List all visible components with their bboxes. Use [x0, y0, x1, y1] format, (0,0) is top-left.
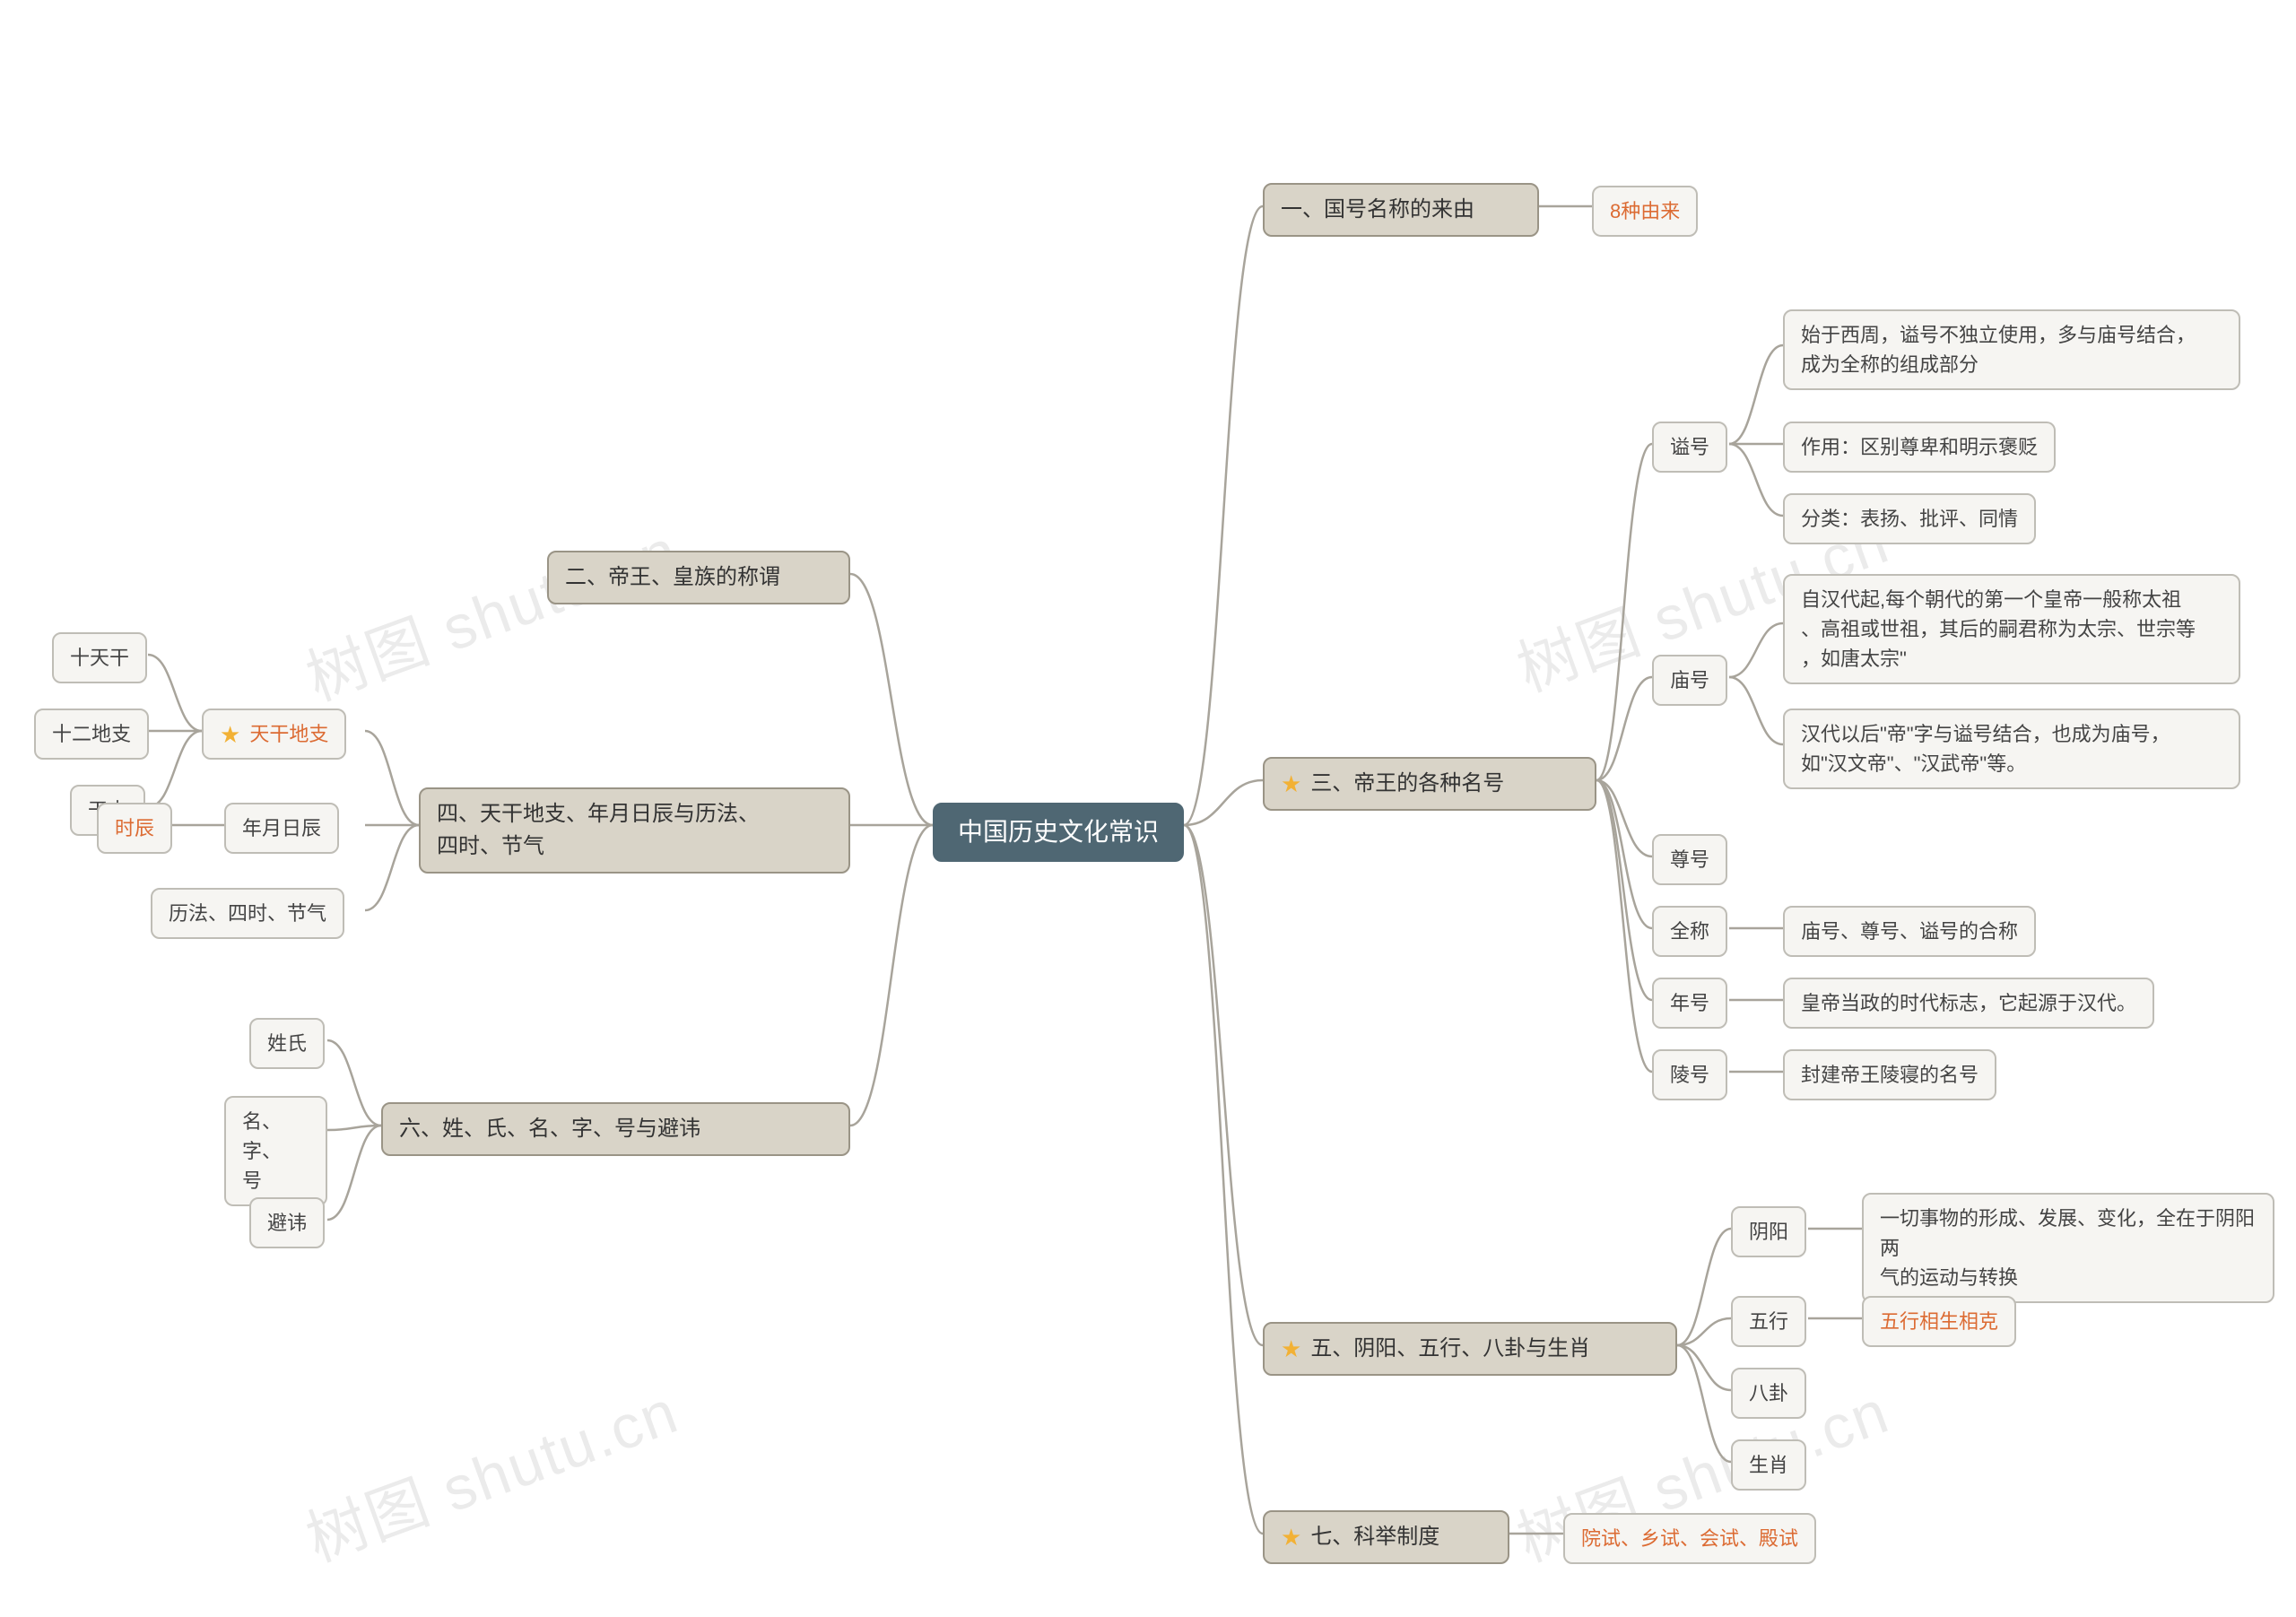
- text: 自汉代起,每个朝代的第一个皇帝一般称太祖 、高祖或世祖，其后的嗣君称为太宗、世宗…: [1801, 585, 2196, 674]
- root-node: 中国历史文化常识: [933, 803, 1184, 862]
- shihao-label: 谥号: [1670, 432, 1709, 462]
- nyrc-label: 年月日辰: [242, 813, 321, 843]
- n6-label: 六、姓、氏、名、字、号与避讳: [399, 1113, 700, 1145]
- text: 一切事物的形成、发展、变化，全在于阴阳两 气的运动与转换: [1880, 1204, 2257, 1292]
- node-tgdz-item0: 十天干: [52, 632, 147, 683]
- star-icon: ★: [220, 723, 240, 746]
- node-shengxiao: 生肖: [1731, 1439, 1806, 1491]
- yinyang-label: 阴阳: [1749, 1217, 1788, 1247]
- node-n6-child0: 姓氏: [249, 1018, 325, 1069]
- node-n7-child: 院试、乡试、会试、殿试: [1563, 1513, 1816, 1564]
- node-n5: ★ 五、阴阳、五行、八卦与生肖: [1263, 1322, 1677, 1376]
- text: 十二地支: [52, 719, 131, 749]
- node-shihao-item2: 分类：表扬、批评、同情: [1783, 493, 2036, 544]
- node-miaohao: 庙号: [1652, 655, 1727, 706]
- node-shihao: 谥号: [1652, 422, 1727, 473]
- text: 五行相生相克: [1880, 1307, 1998, 1336]
- node-n1: 一、国号名称的来由: [1263, 183, 1539, 237]
- node-miaohao-item0: 自汉代起,每个朝代的第一个皇帝一般称太祖 、高祖或世祖，其后的嗣君称为太宗、世宗…: [1783, 574, 2240, 684]
- zunhao-label: 尊号: [1670, 845, 1709, 874]
- node-zunhao: 尊号: [1652, 834, 1727, 885]
- node-yinyang-item: 一切事物的形成、发展、变化，全在于阴阳两 气的运动与转换: [1862, 1193, 2274, 1303]
- star-icon: ★: [1281, 1526, 1301, 1549]
- root-label: 中国历史文化常识: [958, 813, 1159, 851]
- text: 封建帝王陵寝的名号: [1801, 1060, 1979, 1090]
- node-quancheng-item: 庙号、尊号、谥号的合称: [1783, 906, 2036, 957]
- text: 汉代以后"帝"字与谥号结合，也成为庙号， 如"汉文帝"、"汉武帝"等。: [1801, 719, 2170, 778]
- n2-label: 二、帝王、皇族的称谓: [565, 561, 780, 594]
- bagua-label: 八卦: [1749, 1378, 1788, 1408]
- n5-label: 五、阴阳、五行、八卦与生肖: [1310, 1333, 1590, 1365]
- node-n3: ★ 三、帝王的各种名号: [1263, 757, 1596, 811]
- text: 避讳: [267, 1208, 307, 1238]
- watermark: 树图 shutu.cn: [292, 1362, 689, 1578]
- linghao-label: 陵号: [1670, 1060, 1709, 1090]
- nianhao-label: 年号: [1670, 988, 1709, 1018]
- node-tgdz: ★ 天干地支: [202, 709, 346, 760]
- lf-label: 历法、四时、节气: [169, 899, 326, 928]
- text: 十天干: [70, 643, 129, 673]
- node-lf: 历法、四时、节气: [151, 888, 344, 939]
- miaohao-label: 庙号: [1670, 665, 1709, 695]
- node-n4: 四、天干地支、年月日辰与历法、 四时、节气: [419, 787, 850, 874]
- quancheng-label: 全称: [1670, 917, 1709, 946]
- node-wuxing-item: 五行相生相克: [1862, 1296, 2016, 1347]
- star-icon: ★: [1281, 1337, 1301, 1361]
- node-miaohao-item1: 汉代以后"帝"字与谥号结合，也成为庙号， 如"汉文帝"、"汉武帝"等。: [1783, 709, 2240, 789]
- node-yinyang: 阴阳: [1731, 1206, 1806, 1257]
- node-wuxing: 五行: [1731, 1296, 1806, 1347]
- node-shihao-item1: 作用：区别尊卑和明示褒贬: [1783, 422, 2056, 473]
- n1-label: 一、国号名称的来由: [1281, 194, 1474, 226]
- n1-child-label: 8种由来: [1610, 196, 1680, 226]
- node-shihao-item0: 始于西周，谥号不独立使用，多与庙号结合， 成为全称的组成部分: [1783, 309, 2240, 390]
- node-n2: 二、帝王、皇族的称谓: [547, 551, 850, 604]
- node-nyrc: 年月日辰: [224, 803, 339, 854]
- text: 庙号、尊号、谥号的合称: [1801, 917, 2018, 946]
- text: 时辰: [115, 813, 154, 843]
- text: 姓氏: [267, 1029, 307, 1058]
- text: 皇帝当政的时代标志，它起源于汉代。: [1801, 988, 2136, 1018]
- wuxing-label: 五行: [1749, 1307, 1788, 1336]
- node-tgdz-item1: 十二地支: [34, 709, 149, 760]
- star-icon: ★: [1281, 772, 1301, 795]
- node-linghao: 陵号: [1652, 1049, 1727, 1100]
- text: 分类：表扬、批评、同情: [1801, 504, 2018, 534]
- tgdz-label: 天干地支: [249, 719, 328, 749]
- node-n7: ★ 七、科举制度: [1263, 1510, 1509, 1564]
- node-n6-child2: 避讳: [249, 1197, 325, 1248]
- watermark: 树图 shutu.cn: [292, 501, 689, 717]
- text: 始于西周，谥号不独立使用，多与庙号结合， 成为全称的组成部分: [1801, 320, 2196, 379]
- shengxiao-label: 生肖: [1749, 1450, 1788, 1480]
- text: 院试、乡试、会试、殿试: [1581, 1524, 1798, 1553]
- node-nianhao-item: 皇帝当政的时代标志，它起源于汉代。: [1783, 978, 2154, 1029]
- node-n1-child: 8种由来: [1592, 186, 1698, 237]
- node-nianhao: 年号: [1652, 978, 1727, 1029]
- text: 名、字、 号: [242, 1107, 309, 1195]
- node-n6: 六、姓、氏、名、字、号与避讳: [381, 1102, 850, 1156]
- n4-label: 四、天干地支、年月日辰与历法、 四时、节气: [437, 798, 760, 863]
- n7-label: 七、科举制度: [1310, 1521, 1439, 1553]
- node-nyrc-item: 时辰: [97, 803, 172, 854]
- text: 作用：区别尊卑和明示褒贬: [1801, 432, 2038, 462]
- node-bagua: 八卦: [1731, 1368, 1806, 1419]
- node-n6-child1: 名、字、 号: [224, 1096, 327, 1206]
- node-quancheng: 全称: [1652, 906, 1727, 957]
- n3-label: 三、帝王的各种名号: [1310, 768, 1504, 800]
- node-linghao-item: 封建帝王陵寝的名号: [1783, 1049, 1996, 1100]
